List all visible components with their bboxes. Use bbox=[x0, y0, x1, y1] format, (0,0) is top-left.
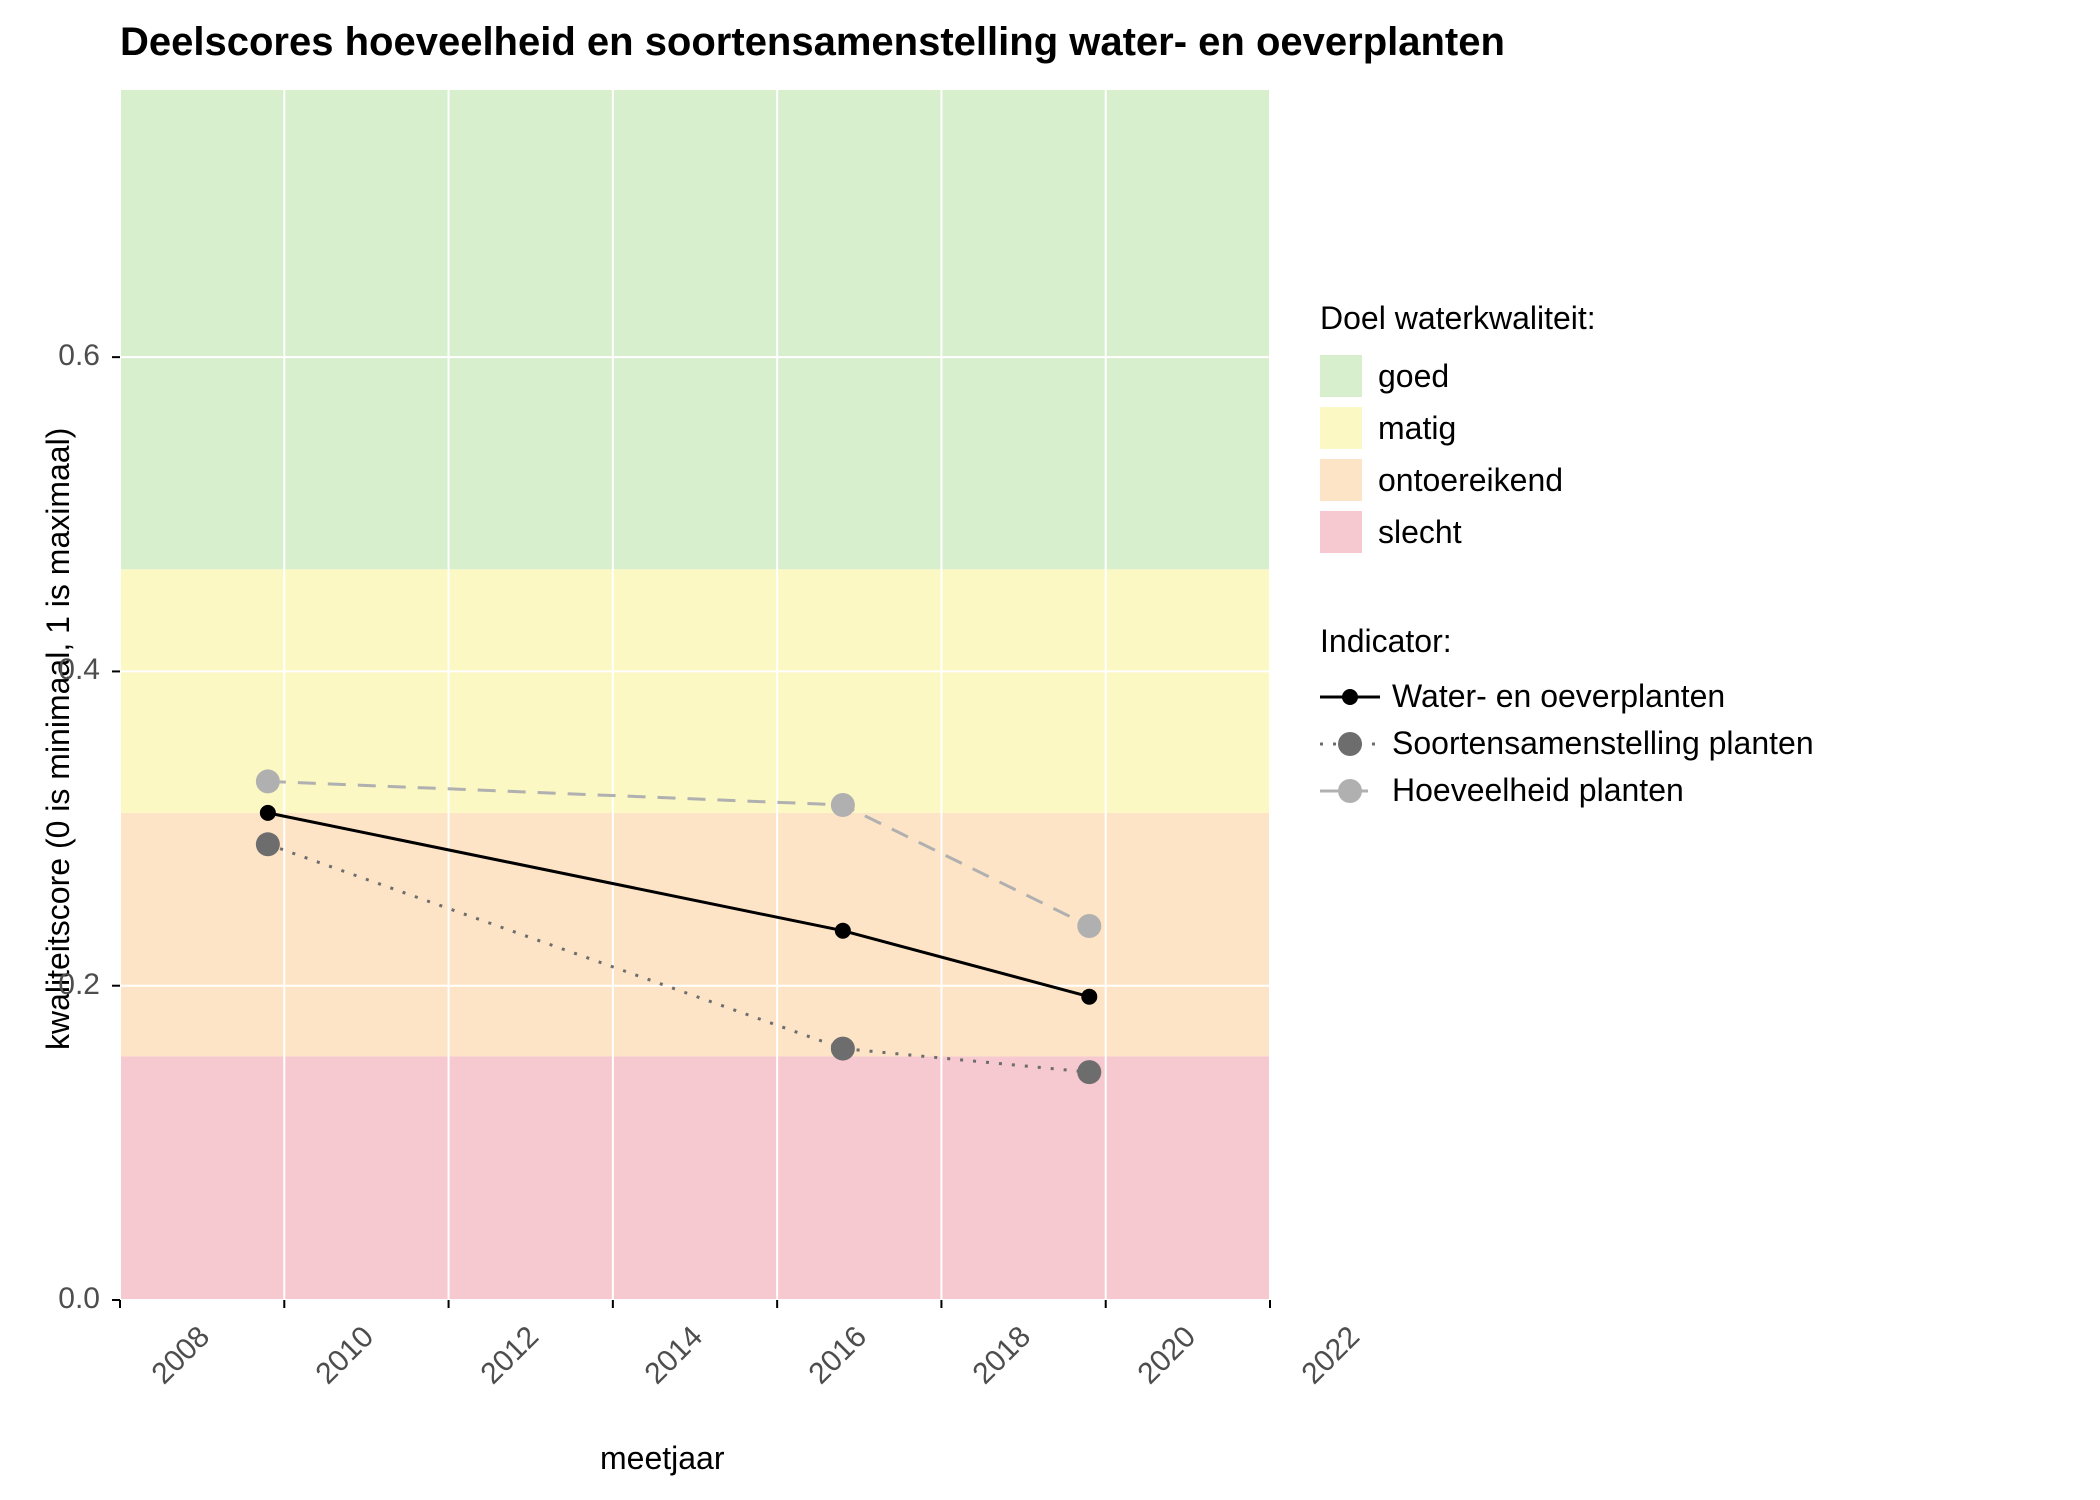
plot-svg bbox=[120, 90, 1270, 1300]
legend-swatch bbox=[1320, 459, 1362, 501]
legend-series-label: Soortensamenstelling planten bbox=[1392, 725, 1814, 762]
legend-series-item: Soortensamenstelling planten bbox=[1320, 725, 1814, 762]
legend-band-item: matig bbox=[1320, 407, 1814, 449]
legend-line-icon bbox=[1320, 729, 1380, 759]
legend-band-label: slecht bbox=[1378, 514, 1462, 551]
legend-series-label: Water- en oeverplanten bbox=[1392, 678, 1725, 715]
legend-swatch bbox=[1320, 511, 1362, 553]
legend-band-item: goed bbox=[1320, 355, 1814, 397]
legend-swatch bbox=[1320, 355, 1362, 397]
legend-line-icon bbox=[1320, 682, 1380, 712]
x-tick-label: 2012 bbox=[474, 1320, 545, 1391]
y-tick-label: 0.2 bbox=[40, 968, 100, 1002]
legend-series-item: Water- en oeverplanten bbox=[1320, 678, 1814, 715]
x-tick-label: 2010 bbox=[310, 1320, 381, 1391]
legend-bands-items: goed matig ontoereikend slecht bbox=[1320, 355, 1814, 553]
chart-title: Deelscores hoeveelheid en soortensamenst… bbox=[120, 20, 1505, 65]
x-tick-label: 2020 bbox=[1131, 1320, 1202, 1391]
x-axis-label: meetjaar bbox=[600, 1440, 725, 1477]
y-tick-label: 0.0 bbox=[40, 1282, 100, 1316]
x-tick-label: 2016 bbox=[803, 1320, 874, 1391]
plot-area bbox=[120, 90, 1270, 1300]
legend-band-label: goed bbox=[1378, 358, 1449, 395]
legend-bands-title: Doel waterkwaliteit: bbox=[1320, 300, 1814, 337]
legend-series-items: Water- en oeverplanten Soortensamenstelli… bbox=[1320, 678, 1814, 809]
y-tick-label: 0.4 bbox=[40, 653, 100, 687]
legend-series-label: Hoeveelheid planten bbox=[1392, 772, 1684, 809]
legend-band-item: ontoereikend bbox=[1320, 459, 1814, 501]
legend-series-item: Hoeveelheid planten bbox=[1320, 772, 1814, 809]
x-tick-label: 2022 bbox=[1296, 1320, 1367, 1391]
legend-swatch bbox=[1320, 407, 1362, 449]
x-tick-label: 2014 bbox=[638, 1320, 709, 1391]
y-tick-label: 0.6 bbox=[40, 339, 100, 373]
x-tick-label: 2018 bbox=[967, 1320, 1038, 1391]
legend-line-icon bbox=[1320, 776, 1380, 806]
x-tick-label: 2008 bbox=[146, 1320, 217, 1391]
legend-series-title: Indicator: bbox=[1320, 623, 1814, 660]
y-axis-label: kwaliteitscore (0 is minimaal, 1 is maxi… bbox=[40, 428, 77, 1050]
legend-band-label: ontoereikend bbox=[1378, 462, 1563, 499]
legend-band-label: matig bbox=[1378, 410, 1456, 447]
legend: Doel waterkwaliteit: goed matig ontoereike… bbox=[1320, 300, 1814, 819]
legend-band-item: slecht bbox=[1320, 511, 1814, 553]
